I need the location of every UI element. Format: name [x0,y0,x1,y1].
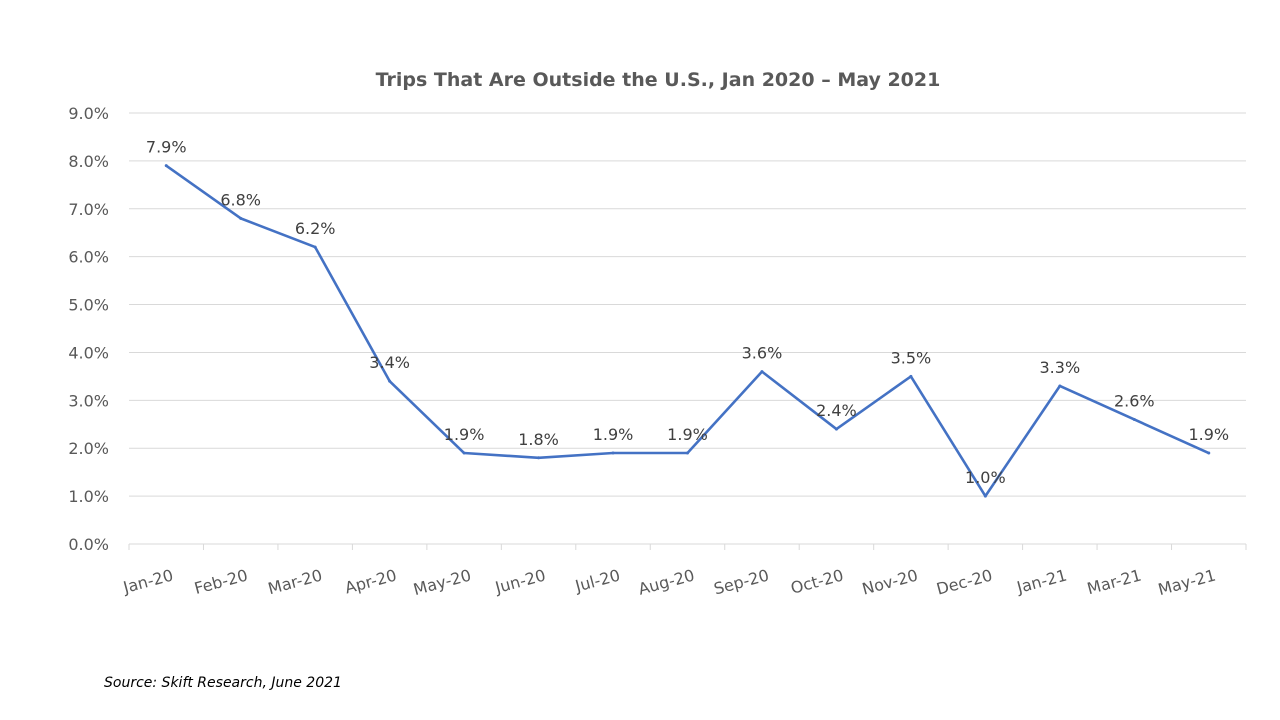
data-label: 2.6% [1114,391,1155,410]
x-tick-label: Feb-20 [192,566,250,598]
data-labels: 7.9% 6.8% 6.2% 3.4% 1.9% 1.8% 1.9% 1.9% 3.6% 2.4%… [146,138,1229,487]
data-label: 1.9% [667,425,708,444]
data-point [239,216,243,220]
y-tick-label: 9.0% [68,104,109,123]
data-label: 3.5% [891,348,932,367]
x-tick-label: Nov-20 [860,566,920,599]
data-label: 1.9% [444,425,485,444]
chart-title: Trips That Are Outside the U.S., Jan 202… [376,69,941,91]
y-tick-label: 0.0% [68,535,109,554]
x-tick-label: May-20 [411,566,473,600]
data-label: 3.6% [742,344,783,363]
data-label: 1.8% [518,430,559,449]
x-tick-label: May-21 [1156,566,1218,600]
data-point [462,451,466,455]
data-points [164,164,1211,498]
x-tick-label: Sep-20 [712,566,771,599]
data-point [983,494,987,498]
y-tick-label: 3.0% [68,391,109,410]
y-tick-label: 6.0% [68,248,109,267]
data-point [686,451,689,455]
x-tick-label: Jun-20 [492,566,547,598]
data-point [1058,384,1062,388]
x-tick-label: Jul-20 [572,566,622,596]
y-axis-tick-labels: 0.0% 1.0% 2.0% 3.0% 4.0% 5.0% 6.0% 7.0% 8.0% 9.0% [68,104,109,554]
data-label: 3.3% [1040,358,1081,377]
x-tick-label: Apr-20 [343,566,399,598]
y-tick-label: 7.0% [68,200,109,219]
data-point [388,379,392,383]
x-tick-label: Oct-20 [789,566,846,598]
y-tick-label: 5.0% [68,296,109,315]
y-tick-label: 4.0% [68,343,109,362]
y-tick-label: 1.0% [68,487,109,506]
data-label: 6.2% [295,219,336,238]
x-axis: Jan-20 Feb-20 Mar-20 Apr-20 May-20 Jun-20 Jul-… [120,544,1247,600]
data-point [537,456,541,460]
series-line [165,164,1210,498]
source-note: Source: Skift Research, June 2021 [104,675,342,691]
data-point [1132,417,1136,421]
data-label: 1.9% [1188,425,1229,444]
x-tick-label: Aug-20 [636,566,696,599]
data-point [1207,451,1211,455]
x-tick-label: Jan-20 [120,566,175,598]
data-label: 1.0% [965,468,1006,487]
data-label: 7.9% [146,138,187,157]
data-point [834,427,838,431]
data-point [164,164,168,168]
data-point [760,370,764,374]
x-tick-label: Mar-21 [1085,566,1143,599]
data-point [313,245,317,249]
gridlines [129,112,1246,497]
data-label: 1.9% [593,425,634,444]
data-point [611,451,615,455]
data-label: 3.4% [369,353,410,372]
data-label: 6.8% [220,190,261,209]
data-label: 2.4% [816,401,857,420]
y-tick-label: 8.0% [68,152,109,171]
x-tick-label: Mar-20 [266,566,324,599]
x-tick-label: Jan-21 [1014,566,1069,598]
x-tick-label: Dec-20 [934,566,994,599]
y-tick-label: 2.0% [68,439,109,458]
data-point [909,374,913,378]
